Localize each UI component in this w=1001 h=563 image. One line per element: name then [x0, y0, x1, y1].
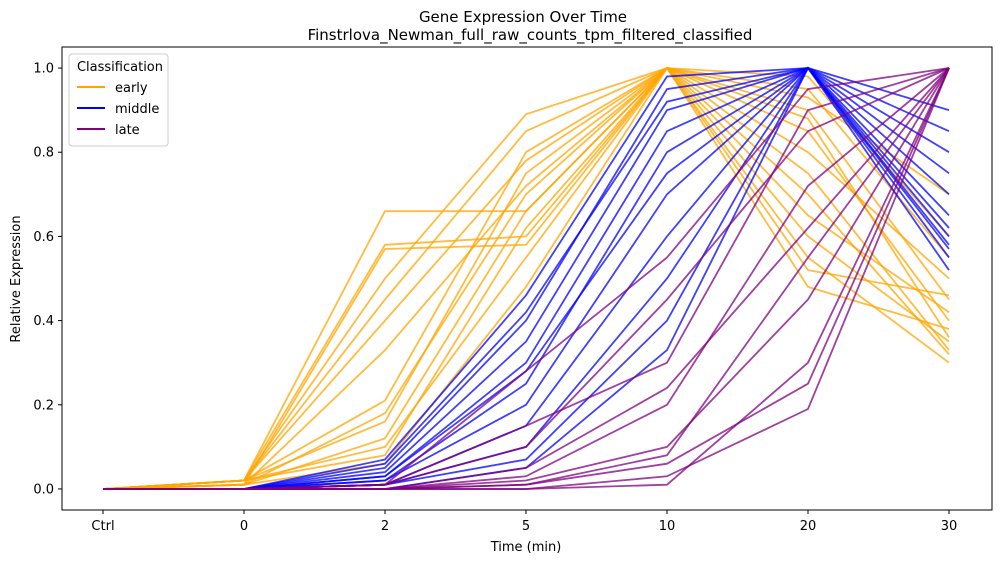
- legend-box: [68, 53, 169, 147]
- x-tick-label-10: 10: [659, 519, 676, 534]
- plot-frame: [61, 46, 993, 511]
- axes-layer: Ctrl 0 2 5 10 20 30 0.0 0.2 0.4 0.6 0.8 1.0: [33, 62, 957, 534]
- x-tick-label-2: 2: [381, 519, 389, 534]
- x-tick-label-0: 0: [240, 519, 248, 534]
- legend-label-early: early: [115, 81, 148, 96]
- y-axis-label: Relative Expression: [9, 215, 24, 342]
- y-tick-label-0.4: 0.4: [33, 314, 54, 329]
- x-tick-label-20: 20: [800, 519, 817, 534]
- x-tick-label-Ctrl: Ctrl: [91, 519, 114, 534]
- legend: Classification early middle late: [68, 53, 169, 147]
- series-line-late-35: [103, 67, 950, 490]
- y-tick-label-0.8: 0.8: [33, 146, 54, 161]
- legend-label-middle: middle: [115, 102, 159, 117]
- series-line-early-12: [102, 66, 950, 490]
- legend-title: Classification: [77, 60, 163, 75]
- y-tick-label-1.0: 1.0: [33, 62, 54, 77]
- chart-subtitle: Finstrlova_Newman_full_raw_counts_tpm_fi…: [308, 26, 753, 45]
- x-tick-label-30: 30: [941, 519, 958, 534]
- legend-label-late: late: [115, 123, 140, 138]
- y-tick-label-0.2: 0.2: [33, 398, 54, 413]
- series-layer: [102, 66, 950, 490]
- series-line-early-13: [102, 66, 950, 490]
- y-tick-label-0.0: 0.0: [33, 482, 54, 497]
- chart-title: Gene Expression Over Time: [419, 8, 627, 26]
- x-tick-label-5: 5: [522, 519, 530, 534]
- y-tick-label-0.6: 0.6: [33, 230, 54, 245]
- x-axis-label: Time (min): [490, 540, 562, 555]
